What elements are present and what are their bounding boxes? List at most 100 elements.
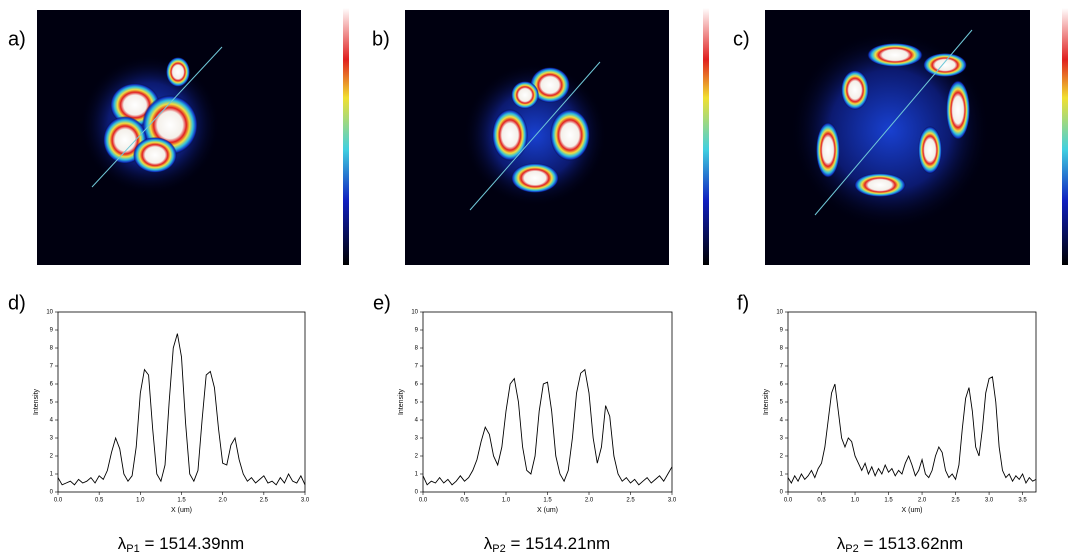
x-tick-label: 1.5 xyxy=(177,498,186,504)
y-tick-label: 0 xyxy=(415,490,419,496)
x-tick-label: 2.0 xyxy=(218,498,227,504)
y-tick-label: 4 xyxy=(780,418,784,424)
x-tick-label: 3.5 xyxy=(1018,498,1027,504)
blob xyxy=(511,163,559,193)
blob xyxy=(841,70,869,110)
caption-subscript: P2 xyxy=(492,543,505,555)
caption-subscript: P1 xyxy=(126,543,139,555)
y-tick-label: 4 xyxy=(50,418,54,424)
series-line xyxy=(787,376,1037,485)
panel-label: e) xyxy=(373,292,391,314)
caption-text: = 1514.39nm xyxy=(140,534,244,553)
panel-label: c) xyxy=(733,28,750,50)
blob xyxy=(492,109,528,161)
image-panel xyxy=(765,8,1068,265)
y-tick-label: 0 xyxy=(780,490,784,496)
y-tick-label: 2 xyxy=(780,454,784,460)
y-tick-label: 3 xyxy=(50,436,54,442)
colorbar xyxy=(1062,8,1068,265)
blob xyxy=(133,137,177,173)
caption: λP2 = 1514.21nm xyxy=(484,534,610,554)
y-axis-label: Intensity xyxy=(33,388,40,415)
y-tick-label: 5 xyxy=(50,400,54,406)
y-tick-label: 10 xyxy=(776,310,783,316)
caption-text: = 1513.62nm xyxy=(859,534,963,553)
y-tick-label: 8 xyxy=(780,346,784,352)
x-tick-label: 2.5 xyxy=(951,498,960,504)
x-tick-label: 3.0 xyxy=(301,498,310,504)
y-tick-label: 0 xyxy=(50,490,54,496)
x-tick-label: 1.0 xyxy=(502,498,511,504)
caption: λP1 = 1514.39nm xyxy=(118,534,244,554)
blob xyxy=(867,43,923,67)
y-tick-label: 9 xyxy=(50,328,54,334)
y-tick-label: 10 xyxy=(46,310,53,316)
y-tick-label: 3 xyxy=(415,436,419,442)
y-axis-label: Intensity xyxy=(763,388,770,415)
blob xyxy=(511,81,539,109)
y-tick-label: 4 xyxy=(415,418,419,424)
x-tick-label: 2.0 xyxy=(585,498,594,504)
x-tick-label: 3.0 xyxy=(985,498,994,504)
y-tick-label: 1 xyxy=(780,472,784,478)
blob xyxy=(854,173,906,197)
y-tick-label: 8 xyxy=(50,346,54,352)
profile-line xyxy=(469,61,601,211)
x-tick-label: 0.0 xyxy=(784,498,793,504)
y-tick-label: 7 xyxy=(415,364,419,370)
y-tick-label: 1 xyxy=(50,472,54,478)
y-tick-label: 6 xyxy=(415,382,419,388)
y-tick-label: 6 xyxy=(780,382,784,388)
caption-symbol: λ xyxy=(118,534,127,553)
blob xyxy=(550,109,590,161)
y-tick-label: 7 xyxy=(780,364,784,370)
glow xyxy=(463,63,607,207)
y-tick-label: 5 xyxy=(780,400,784,406)
image-panel xyxy=(405,8,709,265)
panel-label: a) xyxy=(8,28,26,50)
y-tick-label: 7 xyxy=(50,364,54,370)
caption-subscript: P2 xyxy=(845,543,858,555)
y-tick-label: 9 xyxy=(415,328,419,334)
x-tick-label: 0.5 xyxy=(460,498,469,504)
caption-symbol: λ xyxy=(484,534,493,553)
y-axis-label: Intensity xyxy=(398,388,405,415)
y-tick-label: 2 xyxy=(415,454,419,460)
caption-symbol: λ xyxy=(837,534,846,553)
y-tick-label: 1 xyxy=(415,472,419,478)
series-line xyxy=(422,368,673,486)
x-tick-label: 2.5 xyxy=(626,498,635,504)
panel-label: f) xyxy=(737,292,749,314)
caption: λP2 = 1513.62nm xyxy=(837,534,963,554)
x-axis-label: X (um) xyxy=(171,507,192,514)
x-axis-label: X (um) xyxy=(537,507,558,514)
blob xyxy=(530,67,570,103)
panel-label: b) xyxy=(372,28,390,50)
y-tick-label: 10 xyxy=(411,310,418,316)
profile-line xyxy=(814,29,973,216)
x-tick-label: 2.0 xyxy=(918,498,927,504)
x-tick-label: 2.5 xyxy=(260,498,269,504)
profile-line xyxy=(91,46,223,188)
colorbar xyxy=(703,8,709,265)
blob xyxy=(918,126,942,174)
x-tick-label: 1.5 xyxy=(543,498,552,504)
x-tick-label: 0.5 xyxy=(817,498,826,504)
x-tick-label: 1.5 xyxy=(884,498,893,504)
y-tick-label: 3 xyxy=(780,436,784,442)
y-tick-label: 2 xyxy=(50,454,54,460)
glow xyxy=(790,30,990,230)
x-tick-label: 0.5 xyxy=(95,498,104,504)
blob xyxy=(923,53,967,77)
blob xyxy=(166,57,190,87)
colorbar xyxy=(343,8,349,265)
y-tick-label: 5 xyxy=(415,400,419,406)
x-tick-label: 1.0 xyxy=(136,498,145,504)
caption-text: = 1514.21nm xyxy=(506,534,610,553)
series-line xyxy=(57,333,306,486)
plot-frame xyxy=(57,311,306,493)
blob xyxy=(816,122,840,178)
x-tick-label: 0.0 xyxy=(54,498,63,504)
x-tick-label: 3.0 xyxy=(668,498,677,504)
